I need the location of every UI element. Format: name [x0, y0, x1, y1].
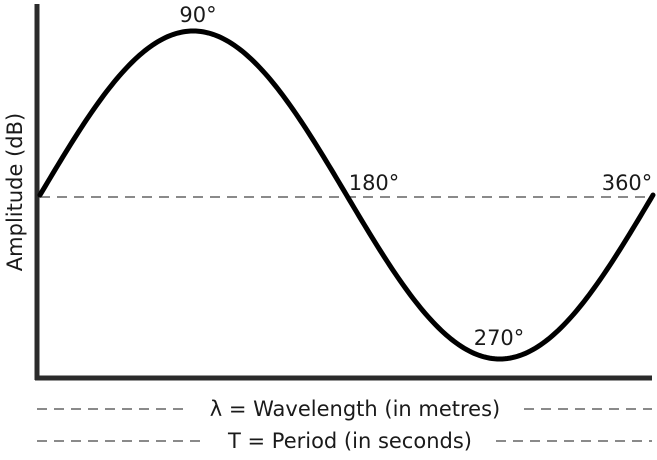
- angle-label-90: 90°: [179, 3, 216, 27]
- sine-wave-curve: [37, 28, 656, 362]
- angle-label-360: 360°: [602, 171, 653, 195]
- wavelength-label: λ = Wavelength (in metres): [210, 397, 500, 421]
- period-label: T = Period (in seconds): [227, 429, 472, 453]
- angle-label-180: 180°: [349, 171, 400, 195]
- y-axis-label: Amplitude (dB): [3, 113, 27, 271]
- angle-label-270: 270°: [474, 326, 525, 350]
